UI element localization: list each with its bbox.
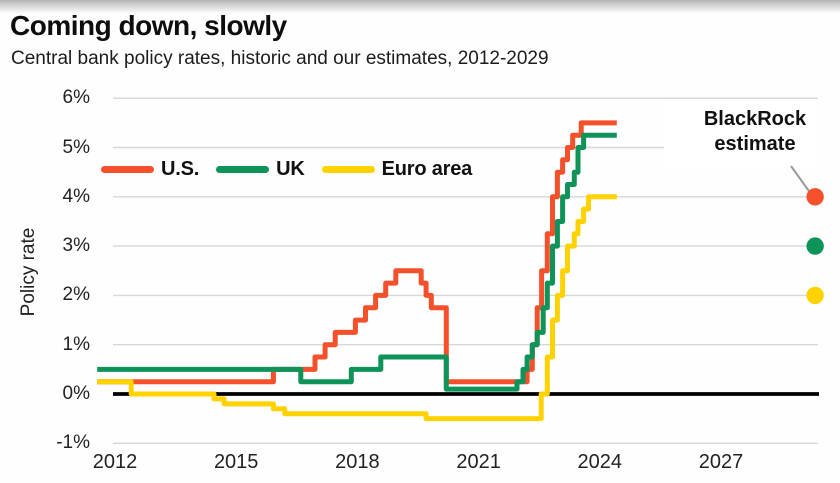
blackrock-estimate-label: BlackRock estimate (688, 107, 822, 157)
chart-legend: U.S. UK Euro area (101, 158, 472, 181)
x-tick-label: 2015 (213, 451, 259, 473)
y-tick-label: 2% (62, 284, 90, 306)
estimate-dot-us (806, 188, 824, 206)
chart-title: Coming down, slowly (10, 10, 287, 41)
x-tick-label: 2021 (456, 451, 501, 473)
x-tick-label: 2024 (577, 451, 623, 473)
y-tick-label: 6% (62, 87, 90, 109)
series-line-uk (97, 132, 617, 392)
legend-label-uk: UK (276, 158, 305, 180)
annotation-leader-line (790, 165, 812, 195)
legend-swatch-uk (216, 165, 270, 174)
x-tick-label: 2027 (698, 451, 744, 473)
legend-item-us: U.S. (101, 158, 199, 181)
x-tick-label: 2018 (335, 451, 380, 473)
y-tick-label: 0% (62, 383, 90, 404)
top-gradient-strip (0, 0, 840, 14)
legend-item-euro_area: Euro area (321, 158, 473, 181)
annotation-backdrop (664, 101, 822, 167)
legend-label-us: U.S. (161, 158, 200, 180)
y-tick-label: 1% (62, 333, 90, 355)
legend-swatch-us (101, 165, 154, 174)
legend-swatch-euro_area (321, 165, 375, 174)
x-tick-label: 2012 (92, 451, 138, 473)
y-tick-label: -1% (56, 432, 90, 454)
series-line-us (97, 120, 617, 385)
blackrock-estimate-label-line2: estimate (714, 133, 796, 155)
y-tick-label: 3% (62, 235, 90, 257)
estimate-dot-euro_area (806, 286, 824, 305)
y-tick-label: 4% (62, 185, 90, 207)
legend-item-uk: UK (216, 158, 305, 181)
estimate-dot-uk (806, 237, 824, 255)
y-tick-label: 5% (62, 136, 90, 158)
legend-label-euro_area: Euro area (381, 158, 473, 180)
chart-subtitle: Central bank policy rates, historic and … (11, 48, 549, 69)
blackrock-estimate-label-line1: BlackRock (703, 108, 807, 130)
series-line-euro_area (97, 194, 617, 422)
